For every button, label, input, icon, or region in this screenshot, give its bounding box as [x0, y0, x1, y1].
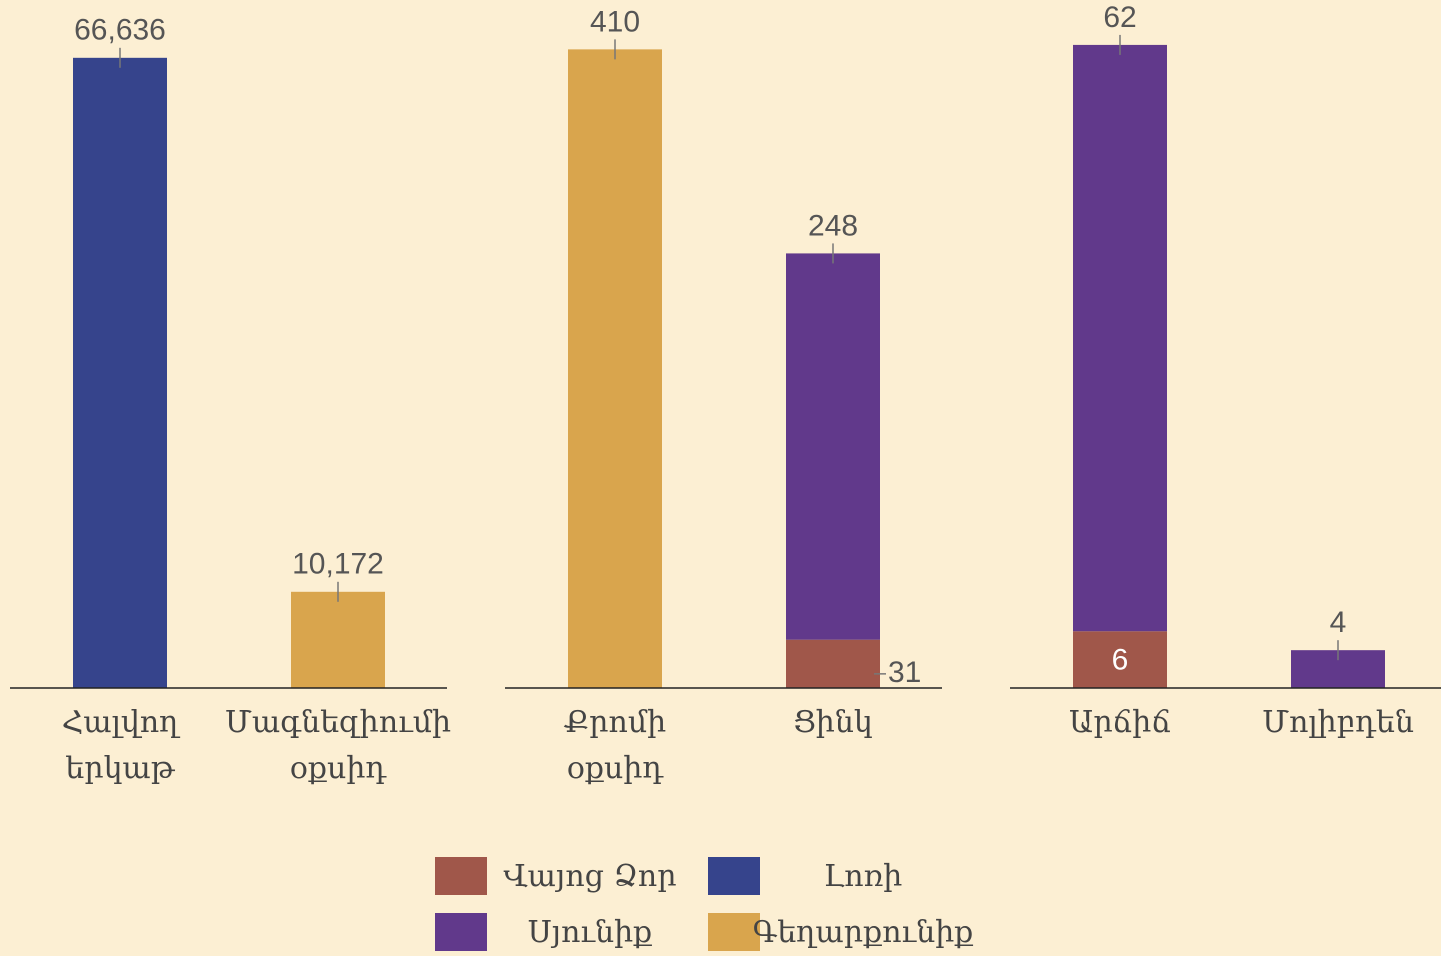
legend-label: Գեղարքունիք [753, 915, 974, 950]
legend-swatch [435, 913, 487, 951]
value-label: 4 [1330, 606, 1347, 639]
bar-segment [1073, 631, 1167, 688]
x-tick-label: Արճիճ [1069, 705, 1171, 740]
legend-swatch [435, 857, 487, 895]
x-tick-label: Հալվող երկաթ [62, 705, 181, 786]
legend-swatch [708, 913, 760, 951]
value-label: 6 [1112, 644, 1129, 677]
bar-segment [786, 639, 880, 688]
legend-label: Վայոց Ձոր [503, 859, 676, 894]
value-label: 62 [1103, 1, 1136, 34]
value-label: 248 [808, 209, 858, 242]
bar-segment [73, 57, 167, 688]
x-tick-label: Մոլիբդեն [1262, 705, 1414, 740]
value-label: 10,172 [292, 548, 384, 581]
legend-swatch [708, 857, 760, 895]
x-tick-label: Ցինկ [793, 705, 872, 740]
x-tick-label: Քրոմի օքսիդ [564, 705, 666, 786]
x-tick-label: Մագնեզիումի օքսիդ [225, 705, 451, 786]
value-label: 410 [590, 5, 640, 38]
bar-segment [291, 591, 385, 688]
legend-label: Լոռի [824, 859, 903, 894]
bar-segment [568, 49, 662, 689]
legend-label: Սյունիք [528, 915, 652, 950]
value-label: 31 [888, 656, 921, 689]
bar-segment [786, 253, 880, 640]
bar-segment [1073, 44, 1167, 632]
value-label: 66,636 [74, 14, 166, 47]
